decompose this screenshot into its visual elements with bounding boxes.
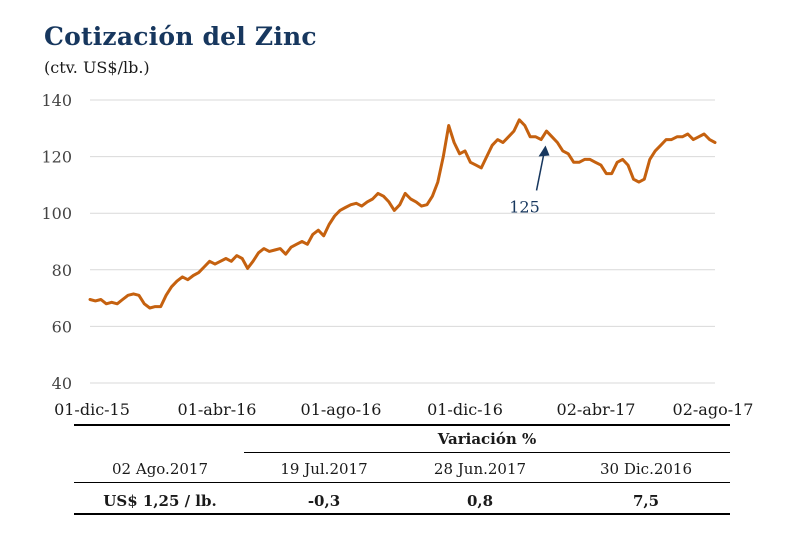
table-mid-rule xyxy=(74,482,730,483)
y-tick-label: 80 xyxy=(52,261,72,280)
value-variation-3: 7,5 xyxy=(632,492,660,510)
variation-header-rule xyxy=(244,452,730,453)
x-tick-label: 01-abr-16 xyxy=(178,400,257,419)
annotation-layer: 125 xyxy=(509,145,550,216)
annotation-label: 125 xyxy=(509,197,540,216)
x-axis-ticks: 01-dic-15 01-abr-16 01-ago-16 01-dic-16 02-a… xyxy=(54,400,753,419)
x-tick-label: 01-dic-15 xyxy=(54,400,130,419)
x-tick-label: 01-dic-16 xyxy=(427,400,503,419)
chart-title: Cotización del Zinc xyxy=(44,22,317,51)
y-axis-ticks: 40 60 80 100 120 140 xyxy=(41,91,72,393)
y-tick-label: 60 xyxy=(52,317,72,336)
variation-table: Variación % 02 Ago.2017 19 Jul.2017 28 J… xyxy=(74,424,730,516)
gridlines xyxy=(90,99,715,384)
variation-header: Variación % xyxy=(437,430,537,448)
x-tick-label: 01-ago-16 xyxy=(301,400,382,419)
y-tick-label: 100 xyxy=(41,204,72,223)
annotation-arrow-head xyxy=(538,145,550,157)
value-current-price: US$ 1,25 / lb. xyxy=(103,492,217,510)
value-variation-1: -0,3 xyxy=(307,492,341,510)
zinc-price-series-line xyxy=(88,118,717,310)
x-tick-label: 02-abr-17 xyxy=(557,400,636,419)
series-layer xyxy=(88,118,717,310)
column-header-2: 28 Jun.2017 xyxy=(433,460,527,478)
value-variation-2: 0,8 xyxy=(466,492,494,510)
column-header-1: 19 Jul.2017 xyxy=(280,460,368,478)
table-top-rule xyxy=(74,424,730,426)
annotation-arrow-shaft xyxy=(535,150,546,191)
table-bottom-rule xyxy=(74,513,730,515)
y-tick-label: 40 xyxy=(52,374,72,393)
zinc-price-line-chart: 40 60 80 100 120 140 01-dic-15 01-abr-16 01-ago… xyxy=(41,91,753,419)
column-header-3: 30 Dic.2016 xyxy=(599,460,693,478)
y-tick-label: 120 xyxy=(41,148,72,167)
x-tick-label: 02-ago-17 xyxy=(673,400,754,419)
y-tick-label: 140 xyxy=(41,91,72,110)
chart-unit-label: (ctv. US$/lb.) xyxy=(44,58,150,77)
column-header-current: 02 Ago.2017 xyxy=(112,460,208,478)
